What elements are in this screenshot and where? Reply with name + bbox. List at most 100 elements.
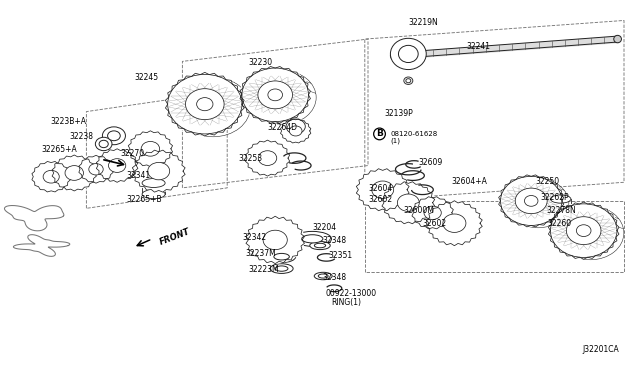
Ellipse shape (109, 159, 125, 172)
Ellipse shape (550, 206, 571, 214)
Text: 32604: 32604 (368, 184, 392, 193)
Text: 32600M: 32600M (403, 206, 434, 215)
Ellipse shape (102, 127, 125, 145)
Text: 32270: 32270 (120, 149, 145, 158)
Text: 32139P: 32139P (384, 109, 413, 118)
Ellipse shape (165, 73, 244, 136)
Ellipse shape (132, 150, 186, 192)
Text: 32341: 32341 (127, 171, 151, 180)
Ellipse shape (577, 225, 591, 237)
Ellipse shape (128, 131, 173, 167)
Ellipse shape (399, 45, 418, 62)
Ellipse shape (258, 81, 292, 109)
Ellipse shape (268, 251, 296, 263)
Text: 32260: 32260 (547, 219, 572, 228)
Ellipse shape (263, 230, 287, 250)
Ellipse shape (268, 89, 282, 101)
Text: 32262P: 32262P (541, 193, 570, 202)
Ellipse shape (286, 119, 305, 134)
Text: 32348: 32348 (322, 236, 346, 245)
Ellipse shape (404, 77, 413, 84)
Text: 32351: 32351 (328, 251, 353, 260)
Ellipse shape (286, 127, 305, 142)
Text: 32253: 32253 (239, 154, 263, 163)
Text: 32602: 32602 (369, 195, 393, 204)
Text: B: B (376, 129, 383, 138)
Text: 32241: 32241 (466, 42, 490, 51)
Text: 32245: 32245 (134, 73, 159, 81)
Ellipse shape (259, 151, 276, 166)
Ellipse shape (148, 163, 170, 180)
Ellipse shape (274, 253, 289, 260)
Ellipse shape (186, 89, 224, 120)
Ellipse shape (289, 126, 302, 136)
Text: 32230: 32230 (248, 58, 273, 67)
Text: 32265+A: 32265+A (42, 145, 77, 154)
Text: 32238: 32238 (69, 132, 93, 141)
Ellipse shape (314, 272, 332, 280)
Text: 32278N: 32278N (546, 206, 575, 215)
Ellipse shape (356, 169, 410, 211)
Ellipse shape (141, 141, 159, 156)
Text: RING(1): RING(1) (332, 298, 362, 307)
Ellipse shape (270, 264, 293, 273)
Text: 00922-13000: 00922-13000 (325, 289, 376, 298)
Ellipse shape (564, 215, 578, 221)
Text: 32348: 32348 (322, 273, 346, 282)
Ellipse shape (566, 217, 601, 244)
Text: FRONT: FRONT (159, 227, 192, 247)
Ellipse shape (245, 140, 290, 176)
Text: 32250: 32250 (536, 177, 560, 186)
Ellipse shape (31, 161, 71, 192)
Text: 32219N: 32219N (408, 18, 438, 27)
Text: 32609: 32609 (418, 158, 442, 167)
Ellipse shape (89, 164, 103, 175)
Ellipse shape (318, 274, 328, 278)
Ellipse shape (558, 212, 584, 223)
Ellipse shape (52, 155, 97, 191)
Ellipse shape (548, 202, 619, 259)
Ellipse shape (412, 196, 454, 229)
Text: 32265+B: 32265+B (126, 195, 162, 204)
Ellipse shape (196, 97, 213, 111)
Ellipse shape (310, 241, 330, 250)
Ellipse shape (96, 149, 138, 182)
Text: 32604+A: 32604+A (452, 177, 488, 186)
Text: 32342: 32342 (242, 233, 266, 242)
Text: 32602: 32602 (422, 219, 447, 228)
Ellipse shape (426, 201, 483, 246)
Ellipse shape (614, 35, 621, 43)
Ellipse shape (275, 266, 288, 271)
Ellipse shape (43, 170, 60, 183)
Ellipse shape (79, 155, 114, 183)
Ellipse shape (397, 194, 419, 211)
Ellipse shape (280, 119, 311, 143)
Ellipse shape (302, 235, 323, 243)
Text: 3223B+A: 3223B+A (50, 117, 86, 126)
Ellipse shape (424, 206, 442, 219)
Ellipse shape (390, 52, 397, 59)
Ellipse shape (293, 231, 332, 246)
Ellipse shape (443, 214, 466, 232)
Ellipse shape (381, 182, 435, 224)
Ellipse shape (550, 195, 571, 203)
Text: J32201CA: J32201CA (583, 345, 620, 354)
Ellipse shape (406, 79, 411, 83)
Ellipse shape (246, 216, 305, 264)
Text: 32237M: 32237M (245, 249, 276, 258)
Ellipse shape (95, 137, 112, 151)
Text: 32204: 32204 (312, 223, 337, 232)
Ellipse shape (240, 66, 310, 124)
Ellipse shape (99, 140, 108, 148)
Text: 08120-61628: 08120-61628 (390, 131, 438, 137)
Ellipse shape (108, 131, 120, 141)
Ellipse shape (515, 188, 547, 214)
Ellipse shape (65, 166, 83, 180)
Text: 32264D: 32264D (268, 123, 298, 132)
Text: 32223M: 32223M (248, 265, 279, 274)
Ellipse shape (142, 179, 165, 187)
Ellipse shape (142, 190, 165, 199)
Ellipse shape (372, 181, 394, 198)
Ellipse shape (390, 38, 426, 70)
Text: (1): (1) (390, 137, 401, 144)
